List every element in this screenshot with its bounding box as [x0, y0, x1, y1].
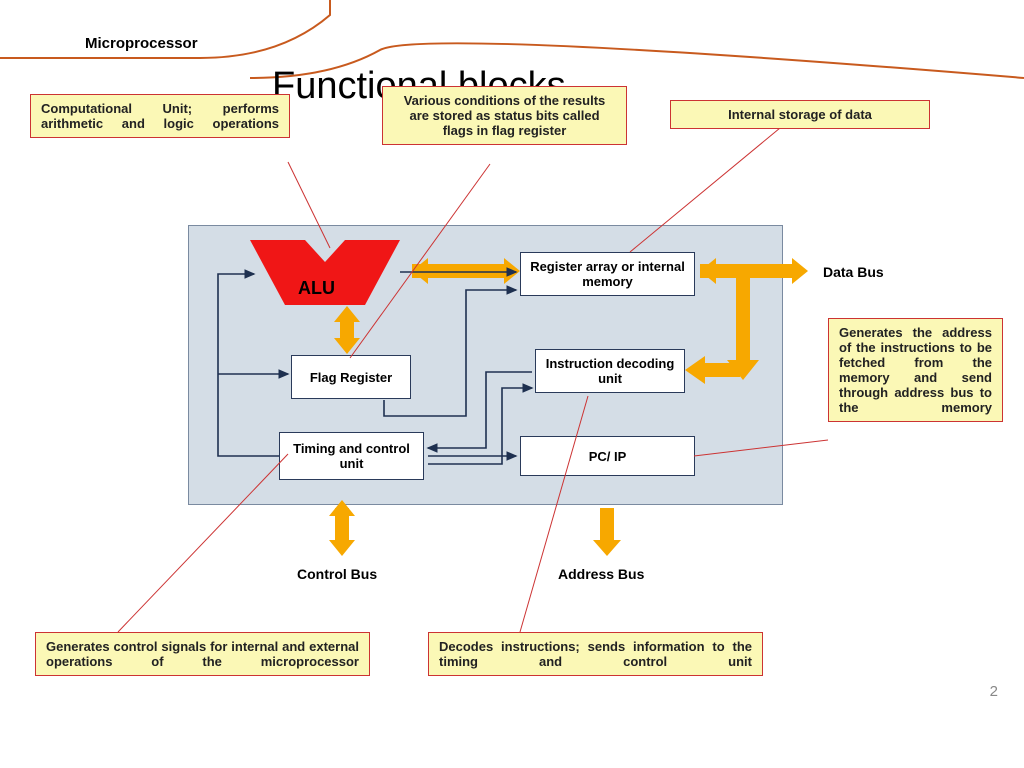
address-bus-label: Address Bus — [558, 566, 644, 582]
callout-alu: Computational Unit; performs arithmetic … — [30, 94, 290, 138]
callout-decode: Decodes instructions; sends information … — [428, 632, 763, 676]
page-number: 2 — [990, 683, 998, 700]
callout-timing: Generates control signals for internal a… — [35, 632, 370, 676]
callout-register: Internal storage of data — [670, 100, 930, 129]
callout-flag: Various conditions of the results are st… — [382, 86, 627, 145]
data-bus-label: Data Bus — [823, 264, 884, 280]
callout-pc: Generates the address of the instruction… — [828, 318, 1003, 422]
control-bus-label: Control Bus — [297, 566, 377, 582]
